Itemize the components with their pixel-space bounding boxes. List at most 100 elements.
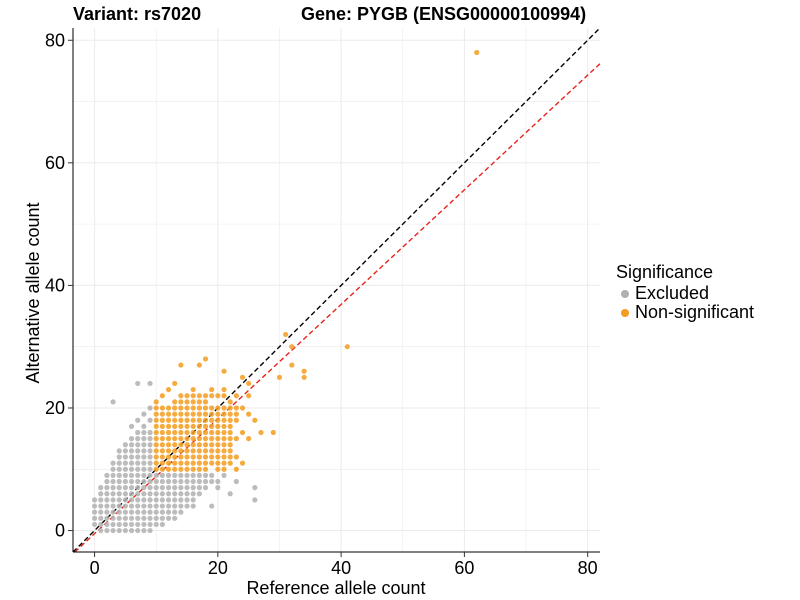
data-point: [202, 411, 209, 417]
data-point: [153, 405, 159, 411]
data-point: [190, 399, 196, 405]
legend-dot-icon: [621, 308, 629, 317]
data-point: [122, 466, 128, 472]
data-point: [172, 491, 178, 497]
data-point: [153, 466, 159, 472]
data-point: [110, 466, 116, 472]
data-point: [98, 491, 104, 497]
data-point: [196, 442, 202, 448]
data-point: [190, 485, 196, 491]
data-point: [215, 478, 221, 485]
data-point: [190, 386, 196, 393]
x-tick-label: 80: [578, 558, 598, 578]
data-point: [178, 491, 184, 497]
data-point: [135, 472, 141, 478]
data-point: [165, 442, 172, 448]
data-point: [141, 472, 147, 478]
y-tick-label: 20: [45, 398, 65, 418]
data-point: [209, 393, 215, 399]
data-point: [190, 497, 196, 503]
data-point: [104, 485, 110, 491]
data-point: [221, 454, 227, 460]
data-point: [184, 448, 190, 454]
data-point: [215, 429, 221, 436]
data-point: [128, 503, 135, 509]
data-point: [172, 399, 178, 405]
data-point: [135, 527, 141, 534]
data-point: [190, 442, 196, 448]
data-point: [135, 417, 141, 423]
data-point: [165, 503, 172, 509]
data-point: [178, 362, 184, 368]
data-point: [165, 411, 172, 417]
data-point: [215, 442, 221, 448]
data-point: [209, 503, 215, 509]
data-point: [196, 485, 202, 491]
data-point: [153, 423, 159, 429]
data-point: [221, 448, 227, 454]
legend-title: Significance: [616, 262, 714, 282]
data-point: [209, 411, 215, 417]
data-point: [209, 448, 215, 454]
data-point: [178, 423, 184, 429]
data-point: [184, 411, 190, 417]
data-point: [215, 417, 221, 423]
data-point: [159, 436, 165, 442]
data-point: [165, 429, 172, 436]
data-point: [178, 485, 184, 491]
data-point: [178, 411, 184, 417]
data-point: [147, 448, 153, 454]
data-point: [172, 485, 178, 491]
data-point: [190, 491, 196, 497]
data-point: [196, 417, 202, 423]
data-point: [215, 423, 221, 429]
data-point: [221, 442, 227, 448]
data-point: [159, 423, 165, 429]
data-point: [172, 460, 178, 466]
data-point: [165, 478, 172, 485]
data-point: [141, 454, 147, 460]
data-point: [172, 423, 178, 429]
data-point: [301, 374, 307, 380]
data-point: [98, 527, 104, 534]
data-point: [98, 497, 104, 503]
data-point: [141, 429, 147, 436]
data-point: [239, 374, 246, 380]
variant-title: Variant: rs7020: [73, 4, 202, 24]
data-point: [116, 497, 122, 503]
data-point: [227, 411, 233, 417]
data-point: [147, 515, 153, 521]
data-point: [246, 411, 252, 417]
data-point: [233, 411, 239, 417]
data-point: [141, 527, 147, 534]
data-point: [233, 436, 239, 442]
data-point: [153, 417, 159, 423]
data-point: [221, 460, 227, 466]
data-point: [122, 454, 128, 460]
data-point: [184, 485, 190, 491]
data-point: [110, 521, 116, 528]
data-point: [128, 491, 135, 497]
data-point: [91, 515, 98, 521]
data-point: [227, 399, 233, 405]
data-point: [153, 448, 159, 454]
data-point: [227, 442, 233, 448]
data-point: [227, 423, 233, 429]
data-point: [196, 411, 202, 417]
data-point: [110, 485, 116, 491]
data-point: [233, 417, 239, 423]
data-point: [135, 460, 141, 466]
data-point: [128, 515, 135, 521]
data-point: [227, 448, 233, 454]
data-point: [147, 497, 153, 503]
data-point: [141, 491, 147, 497]
data-point: [147, 380, 153, 387]
legend-label: Non-significant: [635, 302, 755, 322]
data-point: [159, 411, 165, 417]
data-point: [202, 393, 209, 399]
data-point: [178, 393, 184, 399]
data-point: [153, 429, 159, 436]
data-point: [147, 503, 153, 509]
data-point: [221, 423, 227, 429]
data-point: [184, 466, 190, 472]
